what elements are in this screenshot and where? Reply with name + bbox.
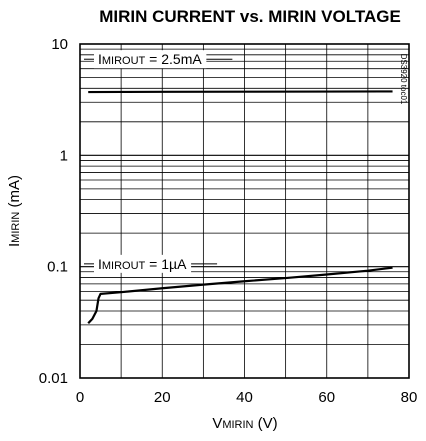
y-tick-labels: 0.01 0.1 1 10 bbox=[39, 36, 68, 387]
y-tick-label: 10 bbox=[51, 36, 68, 53]
x-tick-labels: 0 20 40 60 80 bbox=[76, 389, 418, 406]
series-labels: IMIROUT = 2.5mA IMIROUT = 1µA bbox=[84, 50, 233, 273]
figure-code-label: DS3920 toc01 bbox=[399, 54, 408, 105]
plot-frame bbox=[79, 43, 410, 379]
series-line-2 bbox=[87, 266, 393, 325]
series-line-1 bbox=[88, 90, 393, 94]
x-axis-label: VMIRIN (V) bbox=[212, 415, 277, 432]
y-tick-label: 0.1 bbox=[47, 259, 68, 276]
series-label-text: IMIROUT = 2.5mA bbox=[98, 51, 202, 67]
x-tick-label: 80 bbox=[401, 389, 418, 406]
series-label-text: IMIROUT = 1µA bbox=[98, 256, 187, 272]
x-tick-label: 20 bbox=[154, 389, 171, 406]
grid bbox=[80, 44, 409, 378]
y-axis-label: IMIRIN (mA) bbox=[6, 175, 23, 247]
series-lines bbox=[87, 90, 393, 325]
x-tick-label: 0 bbox=[76, 389, 84, 406]
series-label-1: IMIROUT = 2.5mA bbox=[94, 50, 207, 69]
x-tick-label: 60 bbox=[318, 389, 335, 406]
series-label-bg bbox=[94, 50, 207, 69]
y-tick-label: 1 bbox=[60, 147, 68, 164]
series-label-2: IMIROUT = 1µA bbox=[94, 254, 192, 273]
y-tick-label: 0.01 bbox=[39, 370, 68, 387]
series-label-bg bbox=[94, 254, 192, 273]
x-tick-label: 40 bbox=[236, 389, 253, 406]
chart-title: MIRIN CURRENT vs. MIRIN VOLTAGE bbox=[99, 7, 401, 26]
